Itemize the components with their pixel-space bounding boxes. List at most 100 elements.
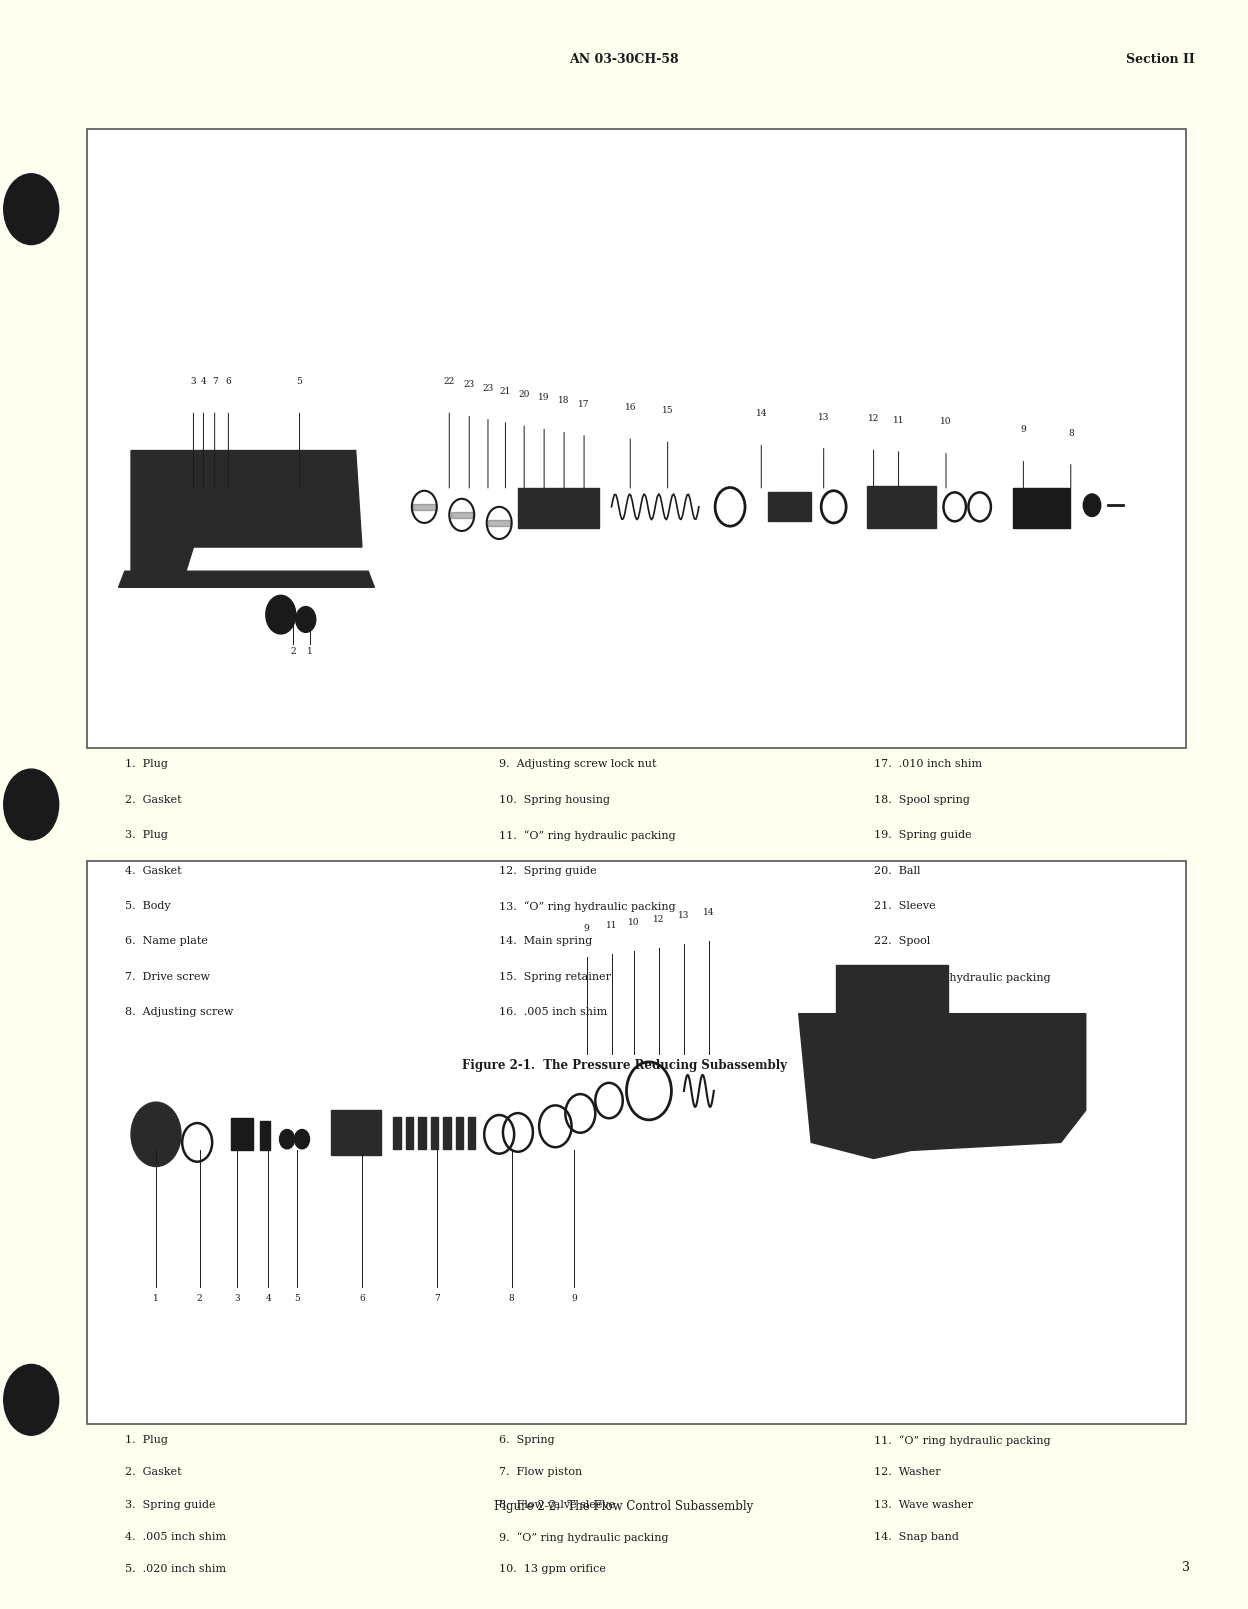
Text: 10: 10 [628, 917, 640, 927]
Text: 14: 14 [755, 409, 768, 418]
Circle shape [295, 1130, 310, 1149]
Text: 3: 3 [235, 1294, 240, 1303]
Text: 23.  “O” ring hydraulic packing: 23. “O” ring hydraulic packing [874, 972, 1051, 983]
Text: Figure 2-1.  The Pressure Reducing Subassembly: Figure 2-1. The Pressure Reducing Subass… [462, 1059, 786, 1072]
Text: 8: 8 [509, 1294, 514, 1303]
Text: 8.  Flow valve sleeve: 8. Flow valve sleeve [499, 1500, 615, 1509]
Text: 4.  .005 inch shim: 4. .005 inch shim [125, 1532, 226, 1541]
Text: 16: 16 [624, 402, 636, 412]
Circle shape [1083, 494, 1101, 516]
Text: 7.  Drive screw: 7. Drive screw [125, 972, 210, 981]
Text: Section II: Section II [1126, 53, 1196, 66]
Circle shape [4, 1364, 59, 1435]
Text: 14.  Main spring: 14. Main spring [499, 936, 593, 946]
Text: 13: 13 [678, 911, 690, 920]
Text: 21.  Sleeve: 21. Sleeve [874, 901, 935, 911]
Text: 11: 11 [605, 920, 618, 930]
Polygon shape [131, 451, 362, 587]
Text: 7.  Flow piston: 7. Flow piston [499, 1467, 583, 1477]
Text: 12: 12 [867, 414, 880, 423]
Text: 19.  Spring guide: 19. Spring guide [874, 830, 971, 840]
Polygon shape [799, 1014, 1086, 1158]
Text: 7: 7 [434, 1294, 439, 1303]
Circle shape [131, 1102, 181, 1167]
Text: 5: 5 [297, 377, 302, 386]
Text: 2.  Gasket: 2. Gasket [125, 1467, 181, 1477]
Text: 6.  Spring: 6. Spring [499, 1435, 555, 1445]
Bar [443, 1117, 451, 1149]
Text: 3.  Plug: 3. Plug [125, 830, 167, 840]
Text: 13.  “O” ring hydraulic packing: 13. “O” ring hydraulic packing [499, 901, 676, 912]
FancyBboxPatch shape [87, 129, 1186, 748]
Text: 21: 21 [499, 386, 512, 396]
Circle shape [280, 1130, 295, 1149]
Text: 20: 20 [518, 389, 530, 399]
Text: 18: 18 [558, 396, 570, 405]
Text: 23: 23 [463, 380, 475, 389]
Text: 5: 5 [295, 1294, 300, 1303]
Text: 11: 11 [892, 415, 905, 425]
FancyBboxPatch shape [87, 861, 1186, 1424]
Text: 3: 3 [191, 377, 196, 386]
Bar [406, 1117, 413, 1149]
Text: AN 03-30CH-58: AN 03-30CH-58 [569, 53, 679, 66]
Text: 19: 19 [538, 393, 550, 402]
Text: 3: 3 [1182, 1561, 1189, 1574]
Text: 4: 4 [201, 377, 206, 386]
Text: 10.  Spring housing: 10. Spring housing [499, 795, 610, 804]
Text: Figure 2-2.  The Flow Control Subassembly: Figure 2-2. The Flow Control Subassembly [494, 1500, 754, 1512]
Bar [260, 1121, 270, 1150]
Text: 22: 22 [443, 377, 456, 386]
Bar [331, 1110, 381, 1155]
Text: 9: 9 [1021, 425, 1026, 434]
Text: 4: 4 [266, 1294, 271, 1303]
Circle shape [4, 769, 59, 840]
Text: 13.  Wave washer: 13. Wave washer [874, 1500, 972, 1509]
Text: 6.  Name plate: 6. Name plate [125, 936, 207, 946]
Text: 14: 14 [703, 907, 715, 917]
Text: 6: 6 [359, 1294, 364, 1303]
Text: 9.  “O” ring hydraulic packing: 9. “O” ring hydraulic packing [499, 1532, 669, 1543]
Text: 3.  Spring guide: 3. Spring guide [125, 1500, 216, 1509]
Polygon shape [119, 571, 374, 587]
Text: 5.  Body: 5. Body [125, 901, 171, 911]
Polygon shape [836, 965, 948, 1014]
Text: 2: 2 [291, 647, 296, 656]
Bar [418, 1117, 426, 1149]
Text: 22.  Spool: 22. Spool [874, 936, 930, 946]
Text: 12: 12 [653, 914, 665, 924]
Bar [456, 1117, 463, 1149]
Text: 9: 9 [584, 924, 589, 933]
Text: 10: 10 [940, 417, 952, 426]
Text: 12.  Spring guide: 12. Spring guide [499, 866, 597, 875]
Text: 15: 15 [661, 405, 674, 415]
Text: 9: 9 [572, 1294, 577, 1303]
Text: 4.  Gasket: 4. Gasket [125, 866, 181, 875]
Circle shape [266, 595, 296, 634]
Text: 6: 6 [226, 377, 231, 386]
Text: 23: 23 [482, 383, 494, 393]
Text: 5.  .020 inch shim: 5. .020 inch shim [125, 1564, 226, 1574]
Bar [867, 486, 936, 528]
Bar [431, 1117, 438, 1149]
Text: 11.  “O” ring hydraulic packing: 11. “O” ring hydraulic packing [874, 1435, 1051, 1446]
Text: 1: 1 [154, 1294, 158, 1303]
Text: 1: 1 [307, 647, 312, 656]
Bar [768, 492, 811, 521]
Bar [231, 1118, 253, 1150]
Text: 1.  Plug: 1. Plug [125, 1435, 167, 1445]
Bar [393, 1117, 401, 1149]
Text: 14.  Snap band: 14. Snap band [874, 1532, 958, 1541]
Text: 17: 17 [578, 399, 590, 409]
Text: 13: 13 [817, 412, 830, 422]
Text: 15.  Spring retainer: 15. Spring retainer [499, 972, 612, 981]
Text: 9.  Adjusting screw lock nut: 9. Adjusting screw lock nut [499, 759, 656, 769]
Text: 20.  Ball: 20. Ball [874, 866, 920, 875]
Circle shape [4, 174, 59, 245]
Text: 1.  Plug: 1. Plug [125, 759, 167, 769]
Text: 2.  Gasket: 2. Gasket [125, 795, 181, 804]
Text: 17.  .010 inch shim: 17. .010 inch shim [874, 759, 982, 769]
Bar [1013, 488, 1070, 528]
Text: 12.  Washer: 12. Washer [874, 1467, 940, 1477]
Text: 18.  Spool spring: 18. Spool spring [874, 795, 970, 804]
